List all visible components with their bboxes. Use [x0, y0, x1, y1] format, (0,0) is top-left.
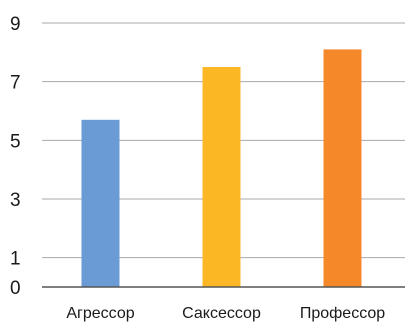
- x-tick-label: Саксессор: [182, 305, 261, 322]
- bar: [202, 67, 241, 287]
- bar: [81, 119, 120, 287]
- y-tick-label: 7: [10, 73, 21, 94]
- bars: [81, 49, 362, 288]
- x-tick-label: Агрессор: [66, 305, 134, 322]
- x-tick-label: Профессор: [300, 305, 385, 322]
- y-tick-label: 5: [10, 131, 21, 152]
- bar: [323, 49, 362, 288]
- y-tick-label: 9: [10, 14, 21, 35]
- y-tick-label: 1: [10, 249, 21, 270]
- y-tick-label: 0: [10, 278, 21, 299]
- x-axis-ticks: Агрессор Саксессор Профессор: [66, 305, 385, 322]
- y-axis-ticks: 0 1 3 5 7 9: [10, 14, 21, 299]
- y-tick-label: 3: [10, 190, 21, 211]
